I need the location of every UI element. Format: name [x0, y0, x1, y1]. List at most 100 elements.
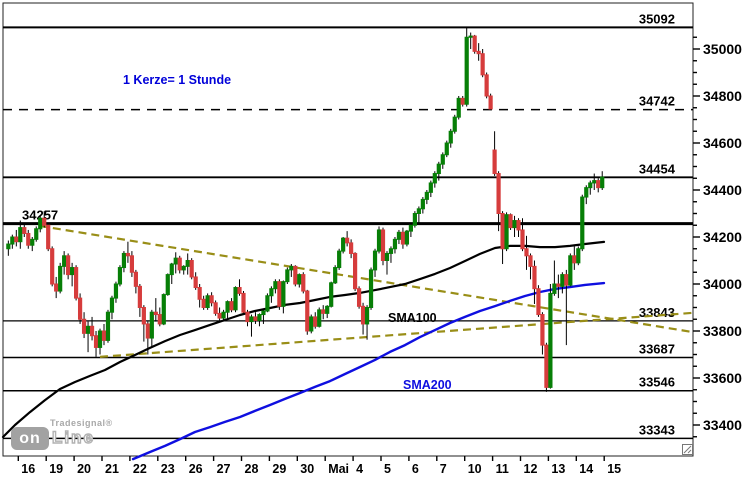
candlestick [189, 260, 194, 278]
candlestick [572, 255, 577, 264]
candlestick [14, 236, 19, 243]
candlestick [436, 163, 441, 175]
x-axis-label: 22 [133, 462, 147, 476]
x-axis-label: 11 [496, 462, 509, 476]
candlestick [185, 260, 190, 267]
candlestick [22, 227, 27, 234]
candlestick [193, 276, 198, 289]
candlestick [468, 35, 473, 38]
price-level-label: 33546 [639, 375, 675, 390]
candlestick [277, 281, 282, 307]
x-axis-label: 19 [49, 462, 63, 476]
candlestick [257, 314, 262, 321]
candlestick [265, 295, 270, 312]
x-axis-label: 5 [384, 462, 391, 476]
x-axis-label: 13 [551, 462, 565, 476]
candlestick [452, 116, 457, 132]
candlestick [149, 311, 154, 339]
candlestick [508, 214, 513, 229]
candlestick [229, 301, 234, 311]
y-axis-label: 33400 [703, 417, 742, 433]
candlestick [408, 224, 413, 232]
candlestick [169, 263, 174, 276]
candlestick [62, 255, 67, 267]
candlestick [305, 290, 310, 332]
candlestick [580, 196, 585, 250]
candlestick [205, 295, 210, 308]
candlestick [281, 281, 286, 307]
candlestick [432, 173, 437, 184]
trendline-upper-descending [39, 224, 693, 334]
candlestick [117, 267, 123, 285]
price-level-label: 33343 [639, 422, 675, 437]
candlestick [440, 154, 445, 165]
candlestick [129, 255, 135, 273]
candlestick [492, 149, 497, 175]
candle-interval-annotation: 1 Kerze= 1 Stunde [123, 73, 231, 87]
candlestick [496, 173, 501, 215]
candlestick [456, 97, 461, 118]
candlestick [544, 344, 549, 388]
candlestick [412, 213, 417, 226]
candlestick [396, 231, 402, 240]
candlestick [424, 191, 429, 200]
candlestick [548, 292, 553, 388]
candlestick [480, 53, 485, 76]
candlestick [384, 252, 390, 261]
candlestick [564, 274, 569, 286]
resize-grip[interactable] [682, 444, 693, 455]
candlestick [58, 265, 63, 292]
candlestick [289, 265, 294, 271]
candlestick [85, 325, 91, 334]
x-axis-label: 7 [440, 462, 447, 476]
candlestick [460, 97, 465, 105]
candlestick [360, 305, 366, 325]
candlestick [6, 243, 11, 250]
candlestick [249, 316, 254, 323]
y-axis-label: 33800 [703, 323, 742, 339]
y-axis-label: 33600 [703, 370, 742, 386]
x-axis-label: 10 [468, 462, 482, 476]
candlestick [121, 252, 127, 269]
candlestick [400, 231, 406, 245]
x-axis-label: 12 [524, 462, 538, 476]
x-axis-label: 21 [105, 462, 119, 476]
trendline-lower-ascending [99, 311, 693, 358]
price-level-label: 33843 [639, 305, 675, 320]
candlestick [552, 283, 557, 294]
candlestick [217, 312, 222, 319]
candlestick [201, 298, 206, 308]
y-axis-label: 34600 [703, 135, 742, 151]
candlestick [464, 36, 469, 105]
candlestick [376, 229, 382, 252]
candlestick [209, 295, 214, 304]
candlestick [105, 311, 111, 341]
candlestick [101, 330, 107, 341]
candlestick [536, 288, 541, 316]
x-axis-label: Mai [328, 462, 349, 476]
sma200-line [131, 281, 606, 461]
candlestick [293, 265, 298, 285]
candlestick [428, 182, 433, 193]
candlestick [233, 287, 238, 311]
x-axis-label: 14 [579, 462, 593, 476]
candlestick [42, 217, 47, 226]
price-level-label: 33687 [639, 342, 675, 357]
candlestick [592, 180, 597, 184]
candlestick [273, 281, 278, 290]
price-level-label: 34454 [639, 161, 676, 176]
candlestick [18, 227, 23, 243]
sma200-label: SMA200 [403, 378, 452, 392]
candlestick [221, 311, 226, 319]
candlestick [317, 309, 322, 327]
price-level-label: 34742 [639, 94, 675, 109]
candlestick [161, 294, 166, 325]
x-axis-label: 16 [21, 462, 35, 476]
candlestick [313, 316, 318, 327]
candlestick [353, 252, 358, 290]
candlestick [197, 287, 202, 300]
candlestick [89, 325, 95, 337]
candlestick [153, 311, 158, 316]
candlestick [337, 250, 342, 269]
candlestick [50, 248, 55, 285]
